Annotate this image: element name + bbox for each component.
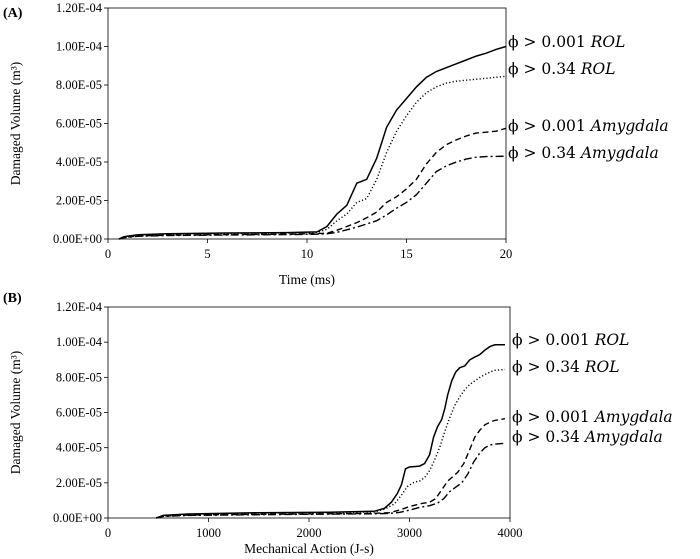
y-tick-label: 6.00E-05 [56, 117, 102, 131]
y-tick-label: 8.00E-05 [56, 78, 102, 92]
series-annotation: ϕ > 0.001 Amygdala [512, 408, 673, 426]
y-tick-label: 4.00E-05 [56, 155, 102, 169]
series-annotation: ϕ > 0.001 ROL [508, 33, 625, 51]
series-annotation: ϕ > 0.34 Amygdala [508, 144, 659, 162]
y-axis-label: Damaged Volume (m³) [8, 351, 23, 475]
x-tick-label: 0 [105, 526, 111, 540]
x-tick-label: 1000 [196, 526, 221, 540]
y-tick-label: 4.00E-05 [56, 441, 102, 455]
y-tick-label: 2.00E-05 [56, 476, 102, 490]
y-tick-label: 1.00E-04 [56, 40, 103, 54]
series-annotation: ϕ > 0.001 ROL [512, 331, 629, 349]
x-tick-label: 4000 [498, 526, 523, 540]
x-tick-label: 3000 [397, 526, 422, 540]
chart-panel-b: (B) 0.00E+00 2.00E-05 4.00E-05 6.00E-05 8.00E… [3, 291, 673, 556]
x-axis-label: Time (ms) [279, 272, 335, 287]
series-line-4 [118, 155, 507, 240]
series-line-2 [118, 75, 507, 240]
panel-label: (A) [3, 6, 23, 21]
panel-label: (B) [3, 291, 22, 306]
plot-frame [107, 306, 511, 519]
series-line-3 [156, 418, 506, 519]
x-tick-label: 15 [400, 247, 413, 261]
series-annotation: ϕ > 0.34 ROL [512, 358, 620, 376]
y-tick-label: 1.20E-04 [56, 300, 103, 314]
y-tick-label: 1.00E-04 [56, 335, 103, 349]
x-tick-label: 0 [105, 247, 111, 261]
y-tick-label: 1.20E-04 [56, 1, 103, 15]
y-tick-label: 0.00E+00 [53, 232, 102, 246]
x-tick-label: 2000 [297, 526, 322, 540]
series-line-2 [155, 368, 506, 519]
y-tick-label: 6.00E-05 [56, 406, 102, 420]
x-tick-label: 10 [301, 247, 314, 261]
chart-panel-a: (A) 0.00E+00 2.00E-05 4.00E-05 6.00E-05 8.00E… [3, 1, 669, 287]
x-tick-label: 20 [500, 247, 513, 261]
y-tick-label: 0.00E+00 [53, 511, 102, 525]
series-line-3 [118, 127, 507, 240]
y-tick-label: 2.00E-05 [56, 194, 102, 208]
series-annotation: ϕ > 0.34 ROL [508, 60, 616, 78]
series-annotation: ϕ > 0.34 Amygdala [512, 428, 663, 446]
series-line-1 [118, 45, 507, 240]
series-line-4 [156, 442, 506, 519]
x-tick-label: 5 [204, 247, 210, 261]
plot-frame [107, 7, 507, 240]
x-axis-label: Mechanical Action (J-s) [244, 541, 374, 556]
y-axis-label: Damaged Volume (m³) [8, 62, 23, 186]
series-line-1 [155, 344, 505, 519]
y-tick-label: 8.00E-05 [56, 370, 102, 384]
series-annotation: ϕ > 0.001 Amygdala [508, 117, 669, 135]
